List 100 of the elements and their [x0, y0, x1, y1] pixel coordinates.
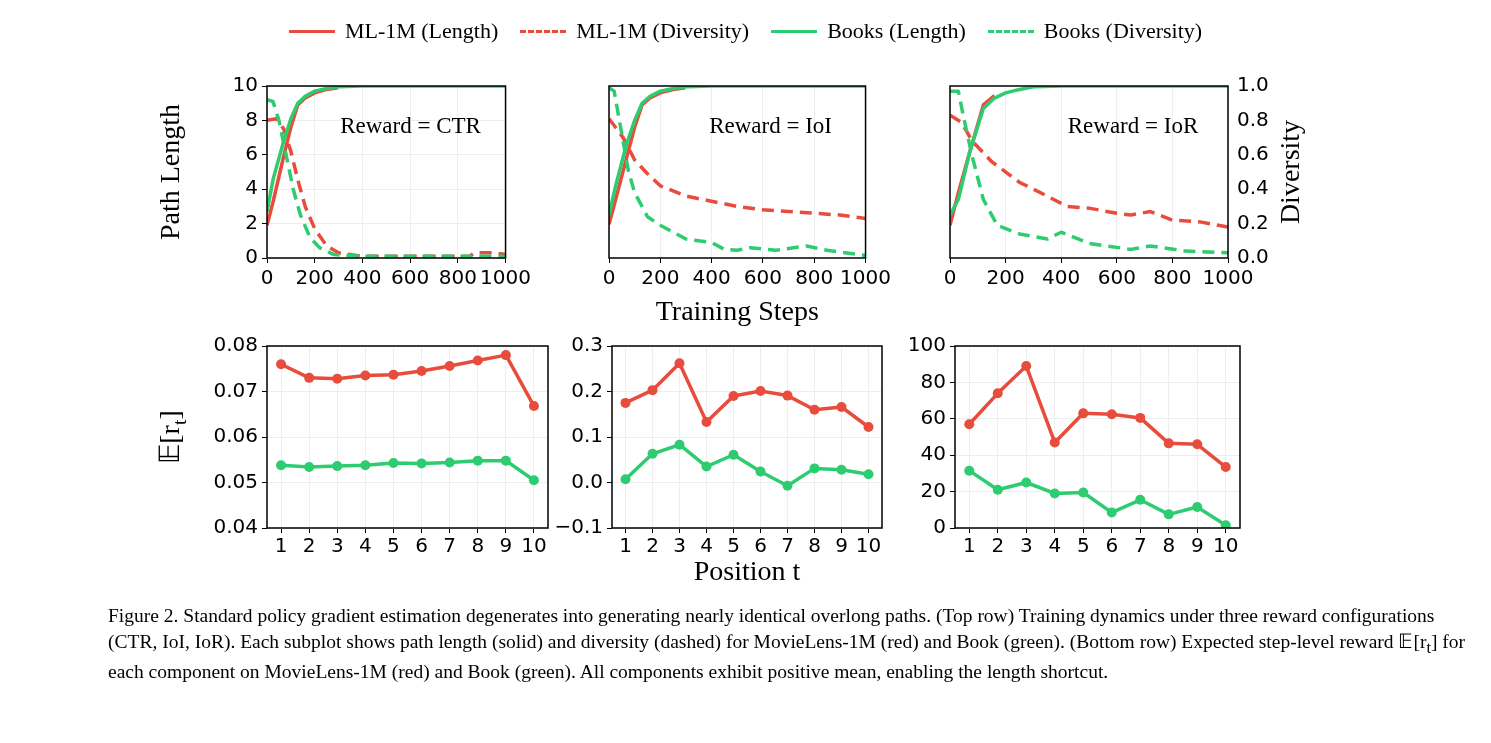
point — [388, 369, 399, 380]
annotation: Reward = CTR — [340, 113, 482, 139]
point — [1021, 477, 1032, 488]
point — [809, 463, 820, 474]
x-tick-label: 600 — [743, 265, 783, 290]
x-tick-label: 3 — [1019, 533, 1033, 558]
point — [964, 419, 975, 430]
point — [1163, 509, 1174, 520]
x-tick-label: 5 — [1076, 533, 1090, 558]
y-tick-label: 0.2 — [571, 377, 603, 402]
annotation: Reward = IoR — [1067, 113, 1199, 139]
point — [620, 397, 631, 408]
x-tick-label: 8 — [471, 533, 485, 558]
legend-label: ML-1M (Length) — [344, 18, 499, 44]
point — [1192, 439, 1203, 450]
y2-tick-label: 1.0 — [1237, 72, 1269, 97]
point — [836, 401, 847, 412]
point — [360, 460, 371, 471]
x-tick-label: 1 — [274, 533, 288, 558]
y-tick-label: 6 — [245, 141, 258, 165]
y-tick-label: 0.06 — [213, 423, 258, 448]
x-tick-label: 800 — [1153, 265, 1192, 290]
point — [332, 461, 343, 472]
x-tick-label: 9 — [835, 533, 848, 558]
annotation: Reward = IoI — [709, 113, 832, 139]
y-axis-title: 𝔼[rt] — [154, 410, 190, 464]
point — [809, 404, 820, 415]
point — [755, 466, 766, 477]
point — [755, 386, 766, 397]
y-tick-label: 60 — [920, 405, 946, 429]
point — [1106, 507, 1117, 518]
x-tick-label: 1000 — [480, 265, 531, 290]
x-tick-label: 400 — [343, 265, 382, 290]
x-tick-label: 400 — [1042, 265, 1081, 290]
y-tick-label: 0.1 — [571, 423, 603, 448]
point — [1135, 494, 1146, 505]
point — [1192, 502, 1203, 513]
point — [1049, 488, 1060, 499]
point — [1220, 462, 1231, 473]
point — [701, 461, 712, 472]
legend-label: Books (Length) — [827, 18, 966, 44]
x-tick-label: 4 — [358, 533, 372, 558]
point — [620, 474, 631, 485]
x-tick-label: 9 — [1190, 533, 1204, 558]
point — [701, 416, 712, 427]
y-tick-label: 0.07 — [213, 377, 258, 402]
y-tick-label: 0.3 — [571, 332, 603, 357]
x-tick-label: 10 — [855, 533, 882, 558]
point — [1220, 520, 1231, 528]
x-tick-label: 8 — [808, 533, 821, 558]
point — [1163, 438, 1174, 449]
point — [964, 465, 975, 476]
y2-tick-label: 0.4 — [1237, 175, 1269, 200]
y-tick-label: 0.0 — [571, 468, 603, 493]
point — [472, 455, 483, 466]
x-tick-label: 800 — [795, 265, 834, 290]
x-tick-label: 7 — [781, 533, 794, 558]
x-tick-label: 4 — [1048, 533, 1062, 558]
x-tick-label: 6 — [754, 533, 767, 558]
point — [416, 366, 427, 377]
point — [728, 449, 739, 460]
x-tick-label: 400 — [692, 265, 731, 290]
point — [416, 458, 427, 469]
y-tick-label: 8 — [245, 106, 258, 131]
x-tick-label: 200 — [295, 265, 334, 290]
x-tick-label: 3 — [673, 533, 686, 558]
point — [500, 350, 511, 361]
point — [1049, 437, 1060, 448]
y-tick-label: 0.08 — [213, 332, 258, 357]
y2-tick-label: 0.8 — [1237, 106, 1269, 131]
point — [782, 480, 793, 491]
point — [674, 358, 685, 369]
y2-tick-label: 0.2 — [1237, 209, 1269, 234]
x-tick-label: 3 — [330, 533, 344, 558]
point — [836, 464, 847, 475]
point — [528, 401, 539, 412]
x-tick-label: 8 — [1162, 533, 1176, 558]
x-tick-label: 2 — [991, 533, 1005, 558]
point — [276, 359, 287, 370]
point — [332, 373, 343, 384]
point — [674, 439, 685, 450]
legend-label: ML-1M (Diversity) — [576, 18, 750, 44]
x-tick-label: 9 — [499, 533, 513, 558]
y-tick-label: 0.05 — [213, 468, 258, 493]
y-tick-label: 0 — [245, 244, 258, 269]
y-tick-label: 0.04 — [213, 514, 258, 539]
x-tick-label: 10 — [521, 533, 547, 558]
x-tick-label: 6 — [1105, 533, 1119, 558]
y-tick-label: 100 — [907, 332, 946, 357]
point — [276, 460, 287, 471]
y-tick-label: −0.1 — [554, 514, 603, 539]
text: Figure 2. Standard policy gradient estimation degenerates into generating nearly identical overlong paths. (Top row) Training dynamics under three reward configurations (CTR, IoI, IoR). Each subplot shows path length (solid) and diversity (dashed) for MovieLens-1M (red) and Book (green). (Bottom row) Expected step-level reward 𝔼[r$_{t}$] for each component on MovieLens-1M (red) and Book (green). All components exhibit positive mean, enabling the length shortcut. — [108, 605, 1466, 683]
x-tick-label: 1 — [962, 533, 976, 558]
x-axis-title: Training Steps — [655, 295, 819, 327]
point — [647, 385, 658, 396]
x-tick-label: 4 — [700, 533, 713, 558]
point — [444, 361, 455, 372]
point — [1106, 409, 1117, 420]
x-tick-label: 5 — [727, 533, 740, 558]
x-tick-label: 600 — [1097, 265, 1136, 290]
